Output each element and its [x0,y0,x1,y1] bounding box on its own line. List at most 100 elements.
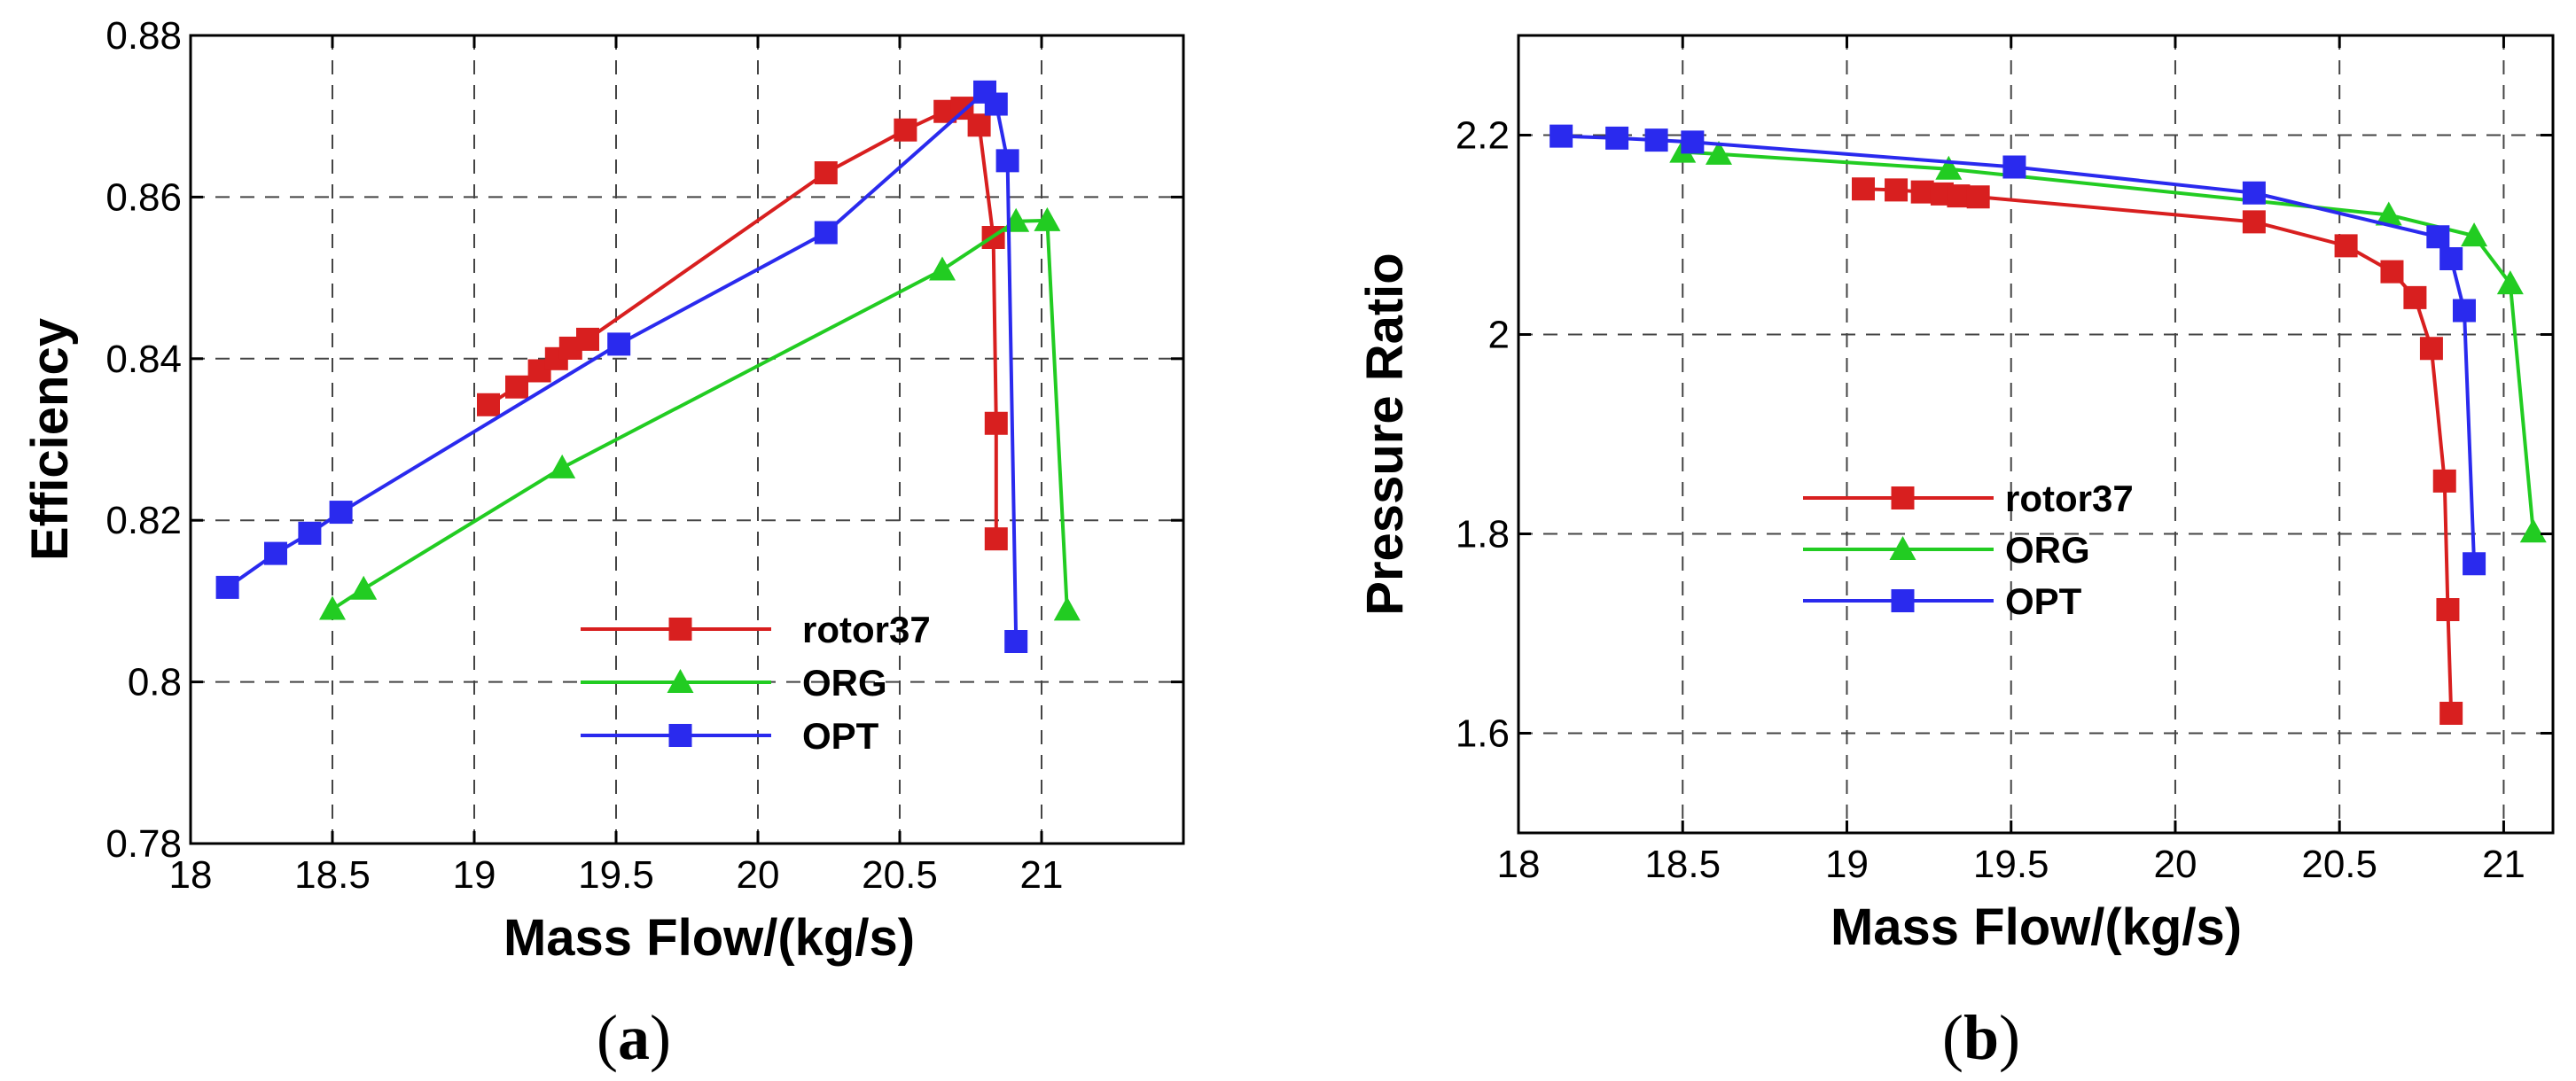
panel-a-point-opt-5 [814,221,838,245]
panel-b-x-tick-label-6: 21 [2482,843,2525,886]
panel-a-point-opt-2 [298,521,322,545]
panel-a-legend-label-org: ORG [802,662,887,704]
panel-a-point-org-0 [319,595,346,620]
panel-b-x-axis-label: Mass Flow/(kg/s) [1831,898,2242,956]
panel-b-x-tick-label-4: 20 [2153,843,2197,886]
panel-a-legend-marker-rotor37 [668,618,692,641]
panel-a-ticks: 18 18.5 19 19.5 20 20.5 21 0.78 0.8 0.82 0.84 0.86 0… [105,14,1183,897]
panel-b-point-org-5 [2496,270,2524,295]
panel-b-point-opt-9 [2463,552,2486,576]
panel-a-legend-marker-opt [668,724,692,747]
panel-a-legend-label-opt: OPT [802,715,879,757]
panel-b-point-rotor37-9 [2403,285,2427,309]
panel-b-y-tick-label-0: 1.6 [1456,712,1510,756]
panel-a-point-rotor37-0 [477,393,500,416]
panel-a-point-rotor37-7 [894,118,917,142]
panel-a-point-opt-8 [995,149,1019,173]
panel-b-point-rotor37-0 [1852,177,1875,201]
panel-b-legend-label-org: ORG [2005,529,2090,571]
panel-b-series-rotor37 [1852,177,2463,725]
panel-b-point-rotor37-10 [2419,337,2443,361]
panel-b-point-opt-8 [2452,299,2476,323]
panel-b-x-tick-label-5: 20.5 [2301,843,2377,886]
panel-a-series-org [319,206,1081,621]
panel-b-point-org-3 [2375,201,2402,226]
panel-a-series-rotor37 [477,97,1008,551]
panel-b-point-rotor37-2 [1910,180,1934,204]
panel-b-point-rotor37-1 [1885,178,1909,202]
panel-b-x-tick-label-0: 18 [1497,843,1541,886]
panel-a-point-rotor37-5 [576,327,599,351]
panel-b-point-rotor37-5 [1966,185,1990,209]
panel-a-point-org-6 [1053,596,1081,621]
panel-a-line-opt [226,89,1019,642]
panel-b-legend-marker-org [1889,536,1916,560]
panel-a-caption-letter: a [618,1002,650,1073]
panel-a-grid [191,35,1183,844]
panel-b-point-opt-0 [1550,124,1573,148]
panel-a-point-opt-0 [215,575,239,599]
panel-a-point-opt-3 [329,501,353,525]
panel-a-point-opt-4 [607,332,631,356]
panel-a-x-tick-label-0: 18 [169,853,213,897]
panel-b-legend-marker-rotor37 [1891,486,1915,509]
panel-a-point-rotor37-10 [967,113,991,137]
panel-a-series-opt [215,80,1028,653]
panel-a-y-tick-label-2: 0.82 [105,499,182,542]
panel-b-point-opt-5 [2242,181,2266,205]
panel-a-x-tick-label-2: 19 [453,853,496,897]
panel-a-y-tick-label-1: 0.8 [128,661,182,704]
panel-a-point-rotor37-13 [984,527,1008,551]
panel-a-point-opt-1 [264,541,287,565]
panel-b-series-org [1669,138,2547,543]
panel-b-pressure-ratio-chart: 18 18.5 19 19.5 20 20.5 21 1.6 1.8 2 2.2 rotor37 OR… [1356,34,2555,1073]
panel-b-legend: rotor37 ORG OPT [1803,478,2134,622]
panel-a-point-org-3 [929,256,956,281]
panel-a-point-org-5 [1034,206,1061,231]
panel-b-caption-open: ( [1942,1002,1963,1073]
panel-b-point-rotor37-7 [2334,234,2358,258]
panel-b-point-opt-1 [1605,126,1629,150]
panel-a-x-tick-label-1: 18.5 [294,853,371,897]
panel-a-plot-frame [189,34,1185,845]
panel-a-legend: rotor37 ORG OPT [581,609,931,757]
panel-b-point-org-1 [1705,140,1732,165]
panel-a-legend-entry-rotor37: rotor37 [581,609,931,650]
panel-a-legend-label-rotor37: rotor37 [802,609,931,650]
panel-b-y-tick-label-1: 1.8 [1456,513,1510,556]
panel-b-point-opt-3 [1681,130,1705,154]
panel-a-caption: (a) [597,1002,671,1073]
panel-b-y-tick-label-2: 2 [1488,314,1510,357]
panel-b-y-axis-label: Pressure Ratio [1356,253,1414,615]
panel-b-series-opt [1550,124,2486,576]
panel-a-y-tick-label-3: 0.84 [105,338,182,381]
panel-a-point-org-2 [549,454,576,478]
panel-b-plot-frame [1517,34,2555,835]
panel-b-point-rotor37-13 [2439,702,2463,725]
panel-a-point-rotor37-12 [984,411,1008,435]
panel-b-point-rotor37-4 [1947,184,1971,208]
panel-b-legend-label-opt: OPT [2005,580,2082,622]
panel-b-point-opt-7 [2439,247,2463,270]
panel-b-point-rotor37-12 [2436,598,2460,621]
panel-b-y-tick-label-3: 2.2 [1456,114,1510,158]
panel-a-legend-entry-org: ORG [581,662,887,704]
panel-a-y-axis-label: Efficiency [21,318,79,561]
panel-b-line-rotor37 [1862,187,2454,714]
panel-b-x-tick-label-3: 19.5 [1973,843,2049,886]
panel-b-legend-entry-rotor37: rotor37 [1803,478,2134,519]
panel-b-point-org-4 [2461,222,2488,247]
panel-a-x-tick-label-6: 21 [1020,853,1064,897]
panel-b-point-opt-4 [2002,155,2026,179]
panel-a-x-tick-label-3: 19.5 [578,853,654,897]
panel-b-point-org-6 [2519,518,2547,543]
panel-b-caption-close: ) [1999,1002,2020,1073]
panel-a-point-opt-7 [984,92,1008,116]
panel-b-point-org-2 [1935,155,1963,180]
panel-a-x-axis-label: Mass Flow/(kg/s) [503,909,915,967]
panel-a-caption-open: ( [597,1002,618,1073]
panel-a-legend-entry-opt: OPT [581,715,879,757]
panel-b-series [1550,124,2547,725]
panel-a-point-opt-9 [1004,630,1028,653]
